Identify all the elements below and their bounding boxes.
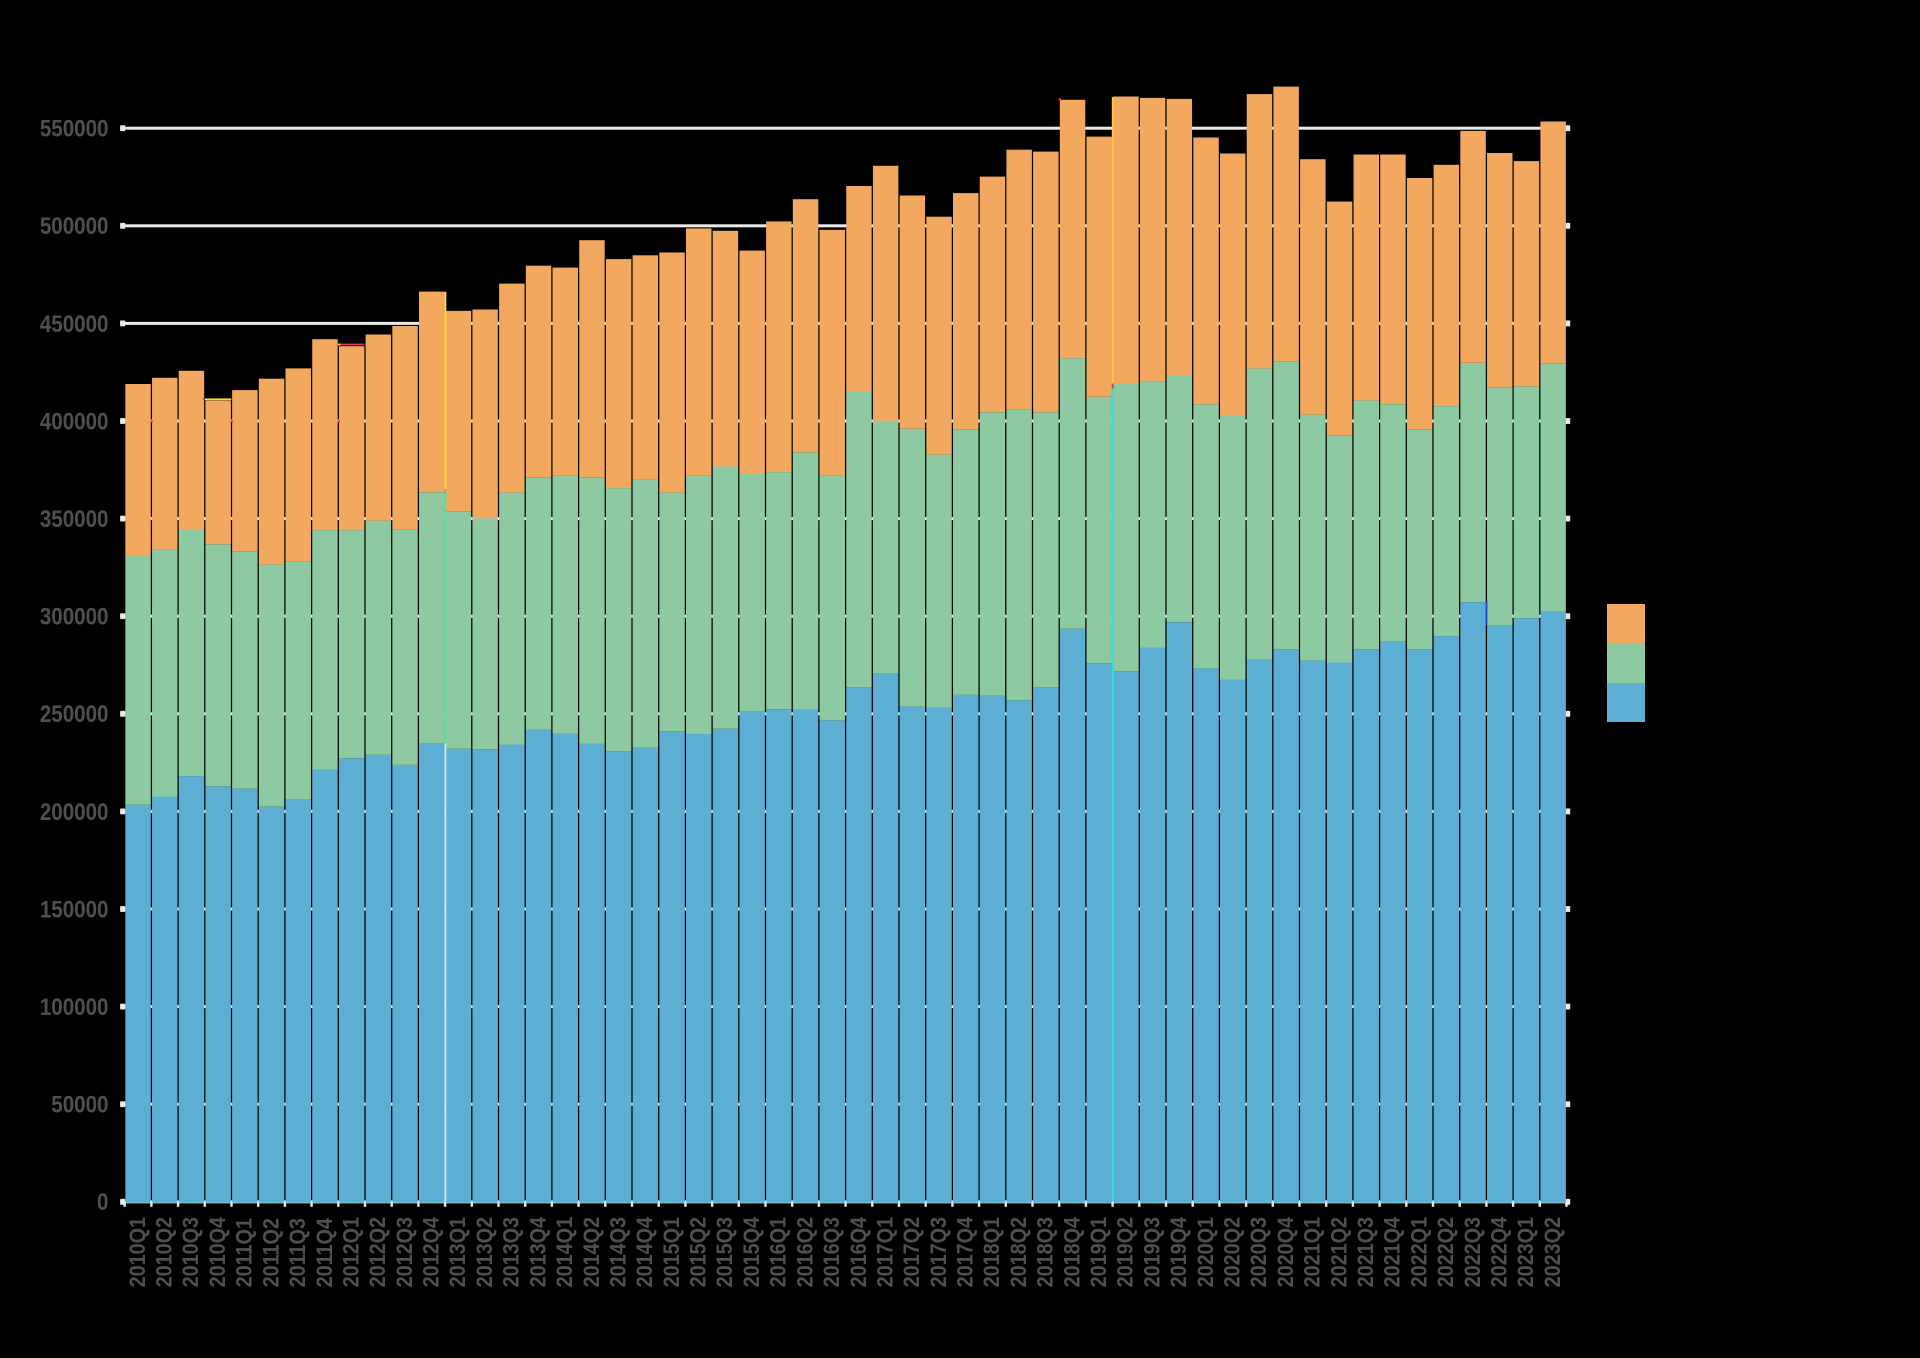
svg-text:500000: 500000	[40, 213, 109, 240]
svg-text:2018Q2: 2018Q2	[1007, 1217, 1031, 1287]
svg-text:2010Q4: 2010Q4	[206, 1217, 230, 1288]
svg-text:2010Q3: 2010Q3	[179, 1217, 203, 1287]
svg-text:2019Q4: 2019Q4	[1167, 1217, 1191, 1288]
svg-text:2010Q1: 2010Q1	[126, 1217, 150, 1288]
svg-text:200000: 200000	[40, 798, 109, 825]
svg-text:2017Q4: 2017Q4	[954, 1217, 978, 1288]
svg-text:2022Q4: 2022Q4	[1488, 1217, 1512, 1288]
svg-text:250000: 250000	[40, 701, 109, 728]
svg-text:2015Q2: 2015Q2	[687, 1217, 711, 1287]
svg-text:2022Q3: 2022Q3	[1461, 1217, 1485, 1287]
svg-text:2019Q3: 2019Q3	[1140, 1217, 1164, 1287]
svg-text:2015Q1: 2015Q1	[660, 1217, 684, 1288]
svg-text:2015Q4: 2015Q4	[740, 1217, 764, 1288]
svg-text:2013Q2: 2013Q2	[473, 1217, 497, 1287]
svg-text:2021Q4: 2021Q4	[1381, 1217, 1405, 1288]
svg-text:2020Q2: 2020Q2	[1221, 1217, 1245, 1287]
svg-text:2020Q3: 2020Q3	[1247, 1217, 1271, 1287]
svg-text:2019Q2: 2019Q2	[1114, 1217, 1138, 1287]
svg-text:2023Q1: 2023Q1	[1514, 1217, 1538, 1288]
svg-text:2023Q2: 2023Q2	[1541, 1217, 1565, 1287]
svg-text:2013Q3: 2013Q3	[500, 1217, 524, 1287]
svg-text:2016Q1: 2016Q1	[767, 1217, 791, 1288]
svg-text:2020Q1: 2020Q1	[1194, 1217, 1218, 1288]
svg-text:2017Q2: 2017Q2	[900, 1217, 924, 1287]
svg-text:2018Q4: 2018Q4	[1060, 1217, 1084, 1288]
svg-text:2012Q3: 2012Q3	[393, 1217, 417, 1287]
svg-text:2014Q1: 2014Q1	[553, 1217, 577, 1288]
svg-text:2018Q1: 2018Q1	[980, 1217, 1004, 1288]
svg-text:2014Q3: 2014Q3	[606, 1217, 630, 1287]
svg-text:2022Q2: 2022Q2	[1434, 1217, 1458, 1287]
svg-text:150000: 150000	[40, 896, 109, 923]
svg-text:50000: 50000	[51, 1091, 108, 1118]
svg-text:2017Q1: 2017Q1	[874, 1217, 898, 1288]
svg-text:2022Q1: 2022Q1	[1407, 1217, 1431, 1288]
svg-text:100000: 100000	[40, 993, 109, 1020]
svg-text:450000: 450000	[40, 310, 109, 337]
svg-text:2016Q2: 2016Q2	[793, 1217, 817, 1287]
svg-text:550000: 550000	[40, 115, 109, 142]
svg-text:2012Q2: 2012Q2	[366, 1217, 390, 1287]
svg-text:2014Q4: 2014Q4	[633, 1217, 657, 1288]
svg-text:2016Q3: 2016Q3	[820, 1217, 844, 1287]
svg-text:400000: 400000	[40, 408, 109, 435]
svg-text:2017Q3: 2017Q3	[927, 1217, 951, 1287]
svg-text:2013Q4: 2013Q4	[526, 1217, 550, 1288]
svg-text:2021Q1: 2021Q1	[1301, 1217, 1325, 1288]
svg-text:2021Q3: 2021Q3	[1354, 1217, 1378, 1287]
svg-text:2012Q1: 2012Q1	[340, 1217, 364, 1288]
svg-text:2013Q1: 2013Q1	[446, 1217, 470, 1288]
svg-text:2011Q2: 2011Q2	[259, 1218, 283, 1287]
svg-text:2011Q3: 2011Q3	[286, 1218, 310, 1287]
svg-text:2014Q2: 2014Q2	[580, 1217, 604, 1287]
svg-text:0: 0	[97, 1189, 108, 1216]
svg-text:2018Q3: 2018Q3	[1034, 1217, 1058, 1287]
svg-text:2016Q4: 2016Q4	[847, 1217, 871, 1288]
svg-text:2011Q1: 2011Q1	[233, 1218, 257, 1288]
svg-text:2012Q4: 2012Q4	[420, 1217, 444, 1288]
svg-text:2021Q2: 2021Q2	[1327, 1217, 1351, 1287]
svg-text:2010Q2: 2010Q2	[153, 1217, 177, 1287]
svg-text:350000: 350000	[40, 505, 109, 532]
svg-text:2020Q4: 2020Q4	[1274, 1217, 1298, 1288]
svg-text:2011Q4: 2011Q4	[313, 1218, 337, 1288]
svg-text:2019Q1: 2019Q1	[1087, 1217, 1111, 1288]
svg-text:2015Q3: 2015Q3	[713, 1217, 737, 1287]
svg-text:300000: 300000	[40, 603, 109, 630]
